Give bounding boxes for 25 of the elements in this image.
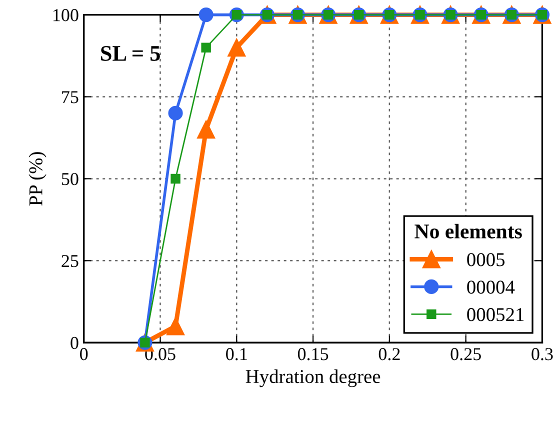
y-axis-title: PP (%) bbox=[28, 152, 46, 206]
point bbox=[228, 38, 246, 57]
x-tick-label: 0.1 bbox=[226, 348, 247, 360]
x-tick-label: 0.25 bbox=[450, 348, 481, 360]
point bbox=[170, 174, 180, 184]
point bbox=[201, 42, 211, 52]
y-tick-label: 25 bbox=[62, 254, 78, 268]
legend-title: No elements bbox=[414, 224, 522, 238]
legend-label: 0005 bbox=[467, 253, 505, 266]
x-axis-title: Hydration degree bbox=[246, 369, 380, 388]
legend-label: 00004 bbox=[467, 280, 515, 294]
point bbox=[168, 106, 183, 120]
y-tick-label: 50 bbox=[62, 172, 78, 186]
annotation: SL = 5 bbox=[101, 46, 160, 61]
legend-label: 000521 bbox=[467, 308, 524, 322]
x-tick-label: 0 bbox=[80, 348, 88, 360]
x-tick-label: 0.15 bbox=[298, 348, 328, 360]
y-tick-label: 0 bbox=[70, 336, 78, 350]
point bbox=[198, 8, 214, 22]
y-tick-label: 75 bbox=[62, 91, 78, 104]
y-tick-label: 100 bbox=[53, 9, 78, 22]
x-tick-label: 0.3 bbox=[532, 348, 553, 360]
x-tick-label: 0.2 bbox=[378, 348, 400, 360]
point bbox=[197, 120, 216, 139]
point bbox=[166, 317, 185, 336]
